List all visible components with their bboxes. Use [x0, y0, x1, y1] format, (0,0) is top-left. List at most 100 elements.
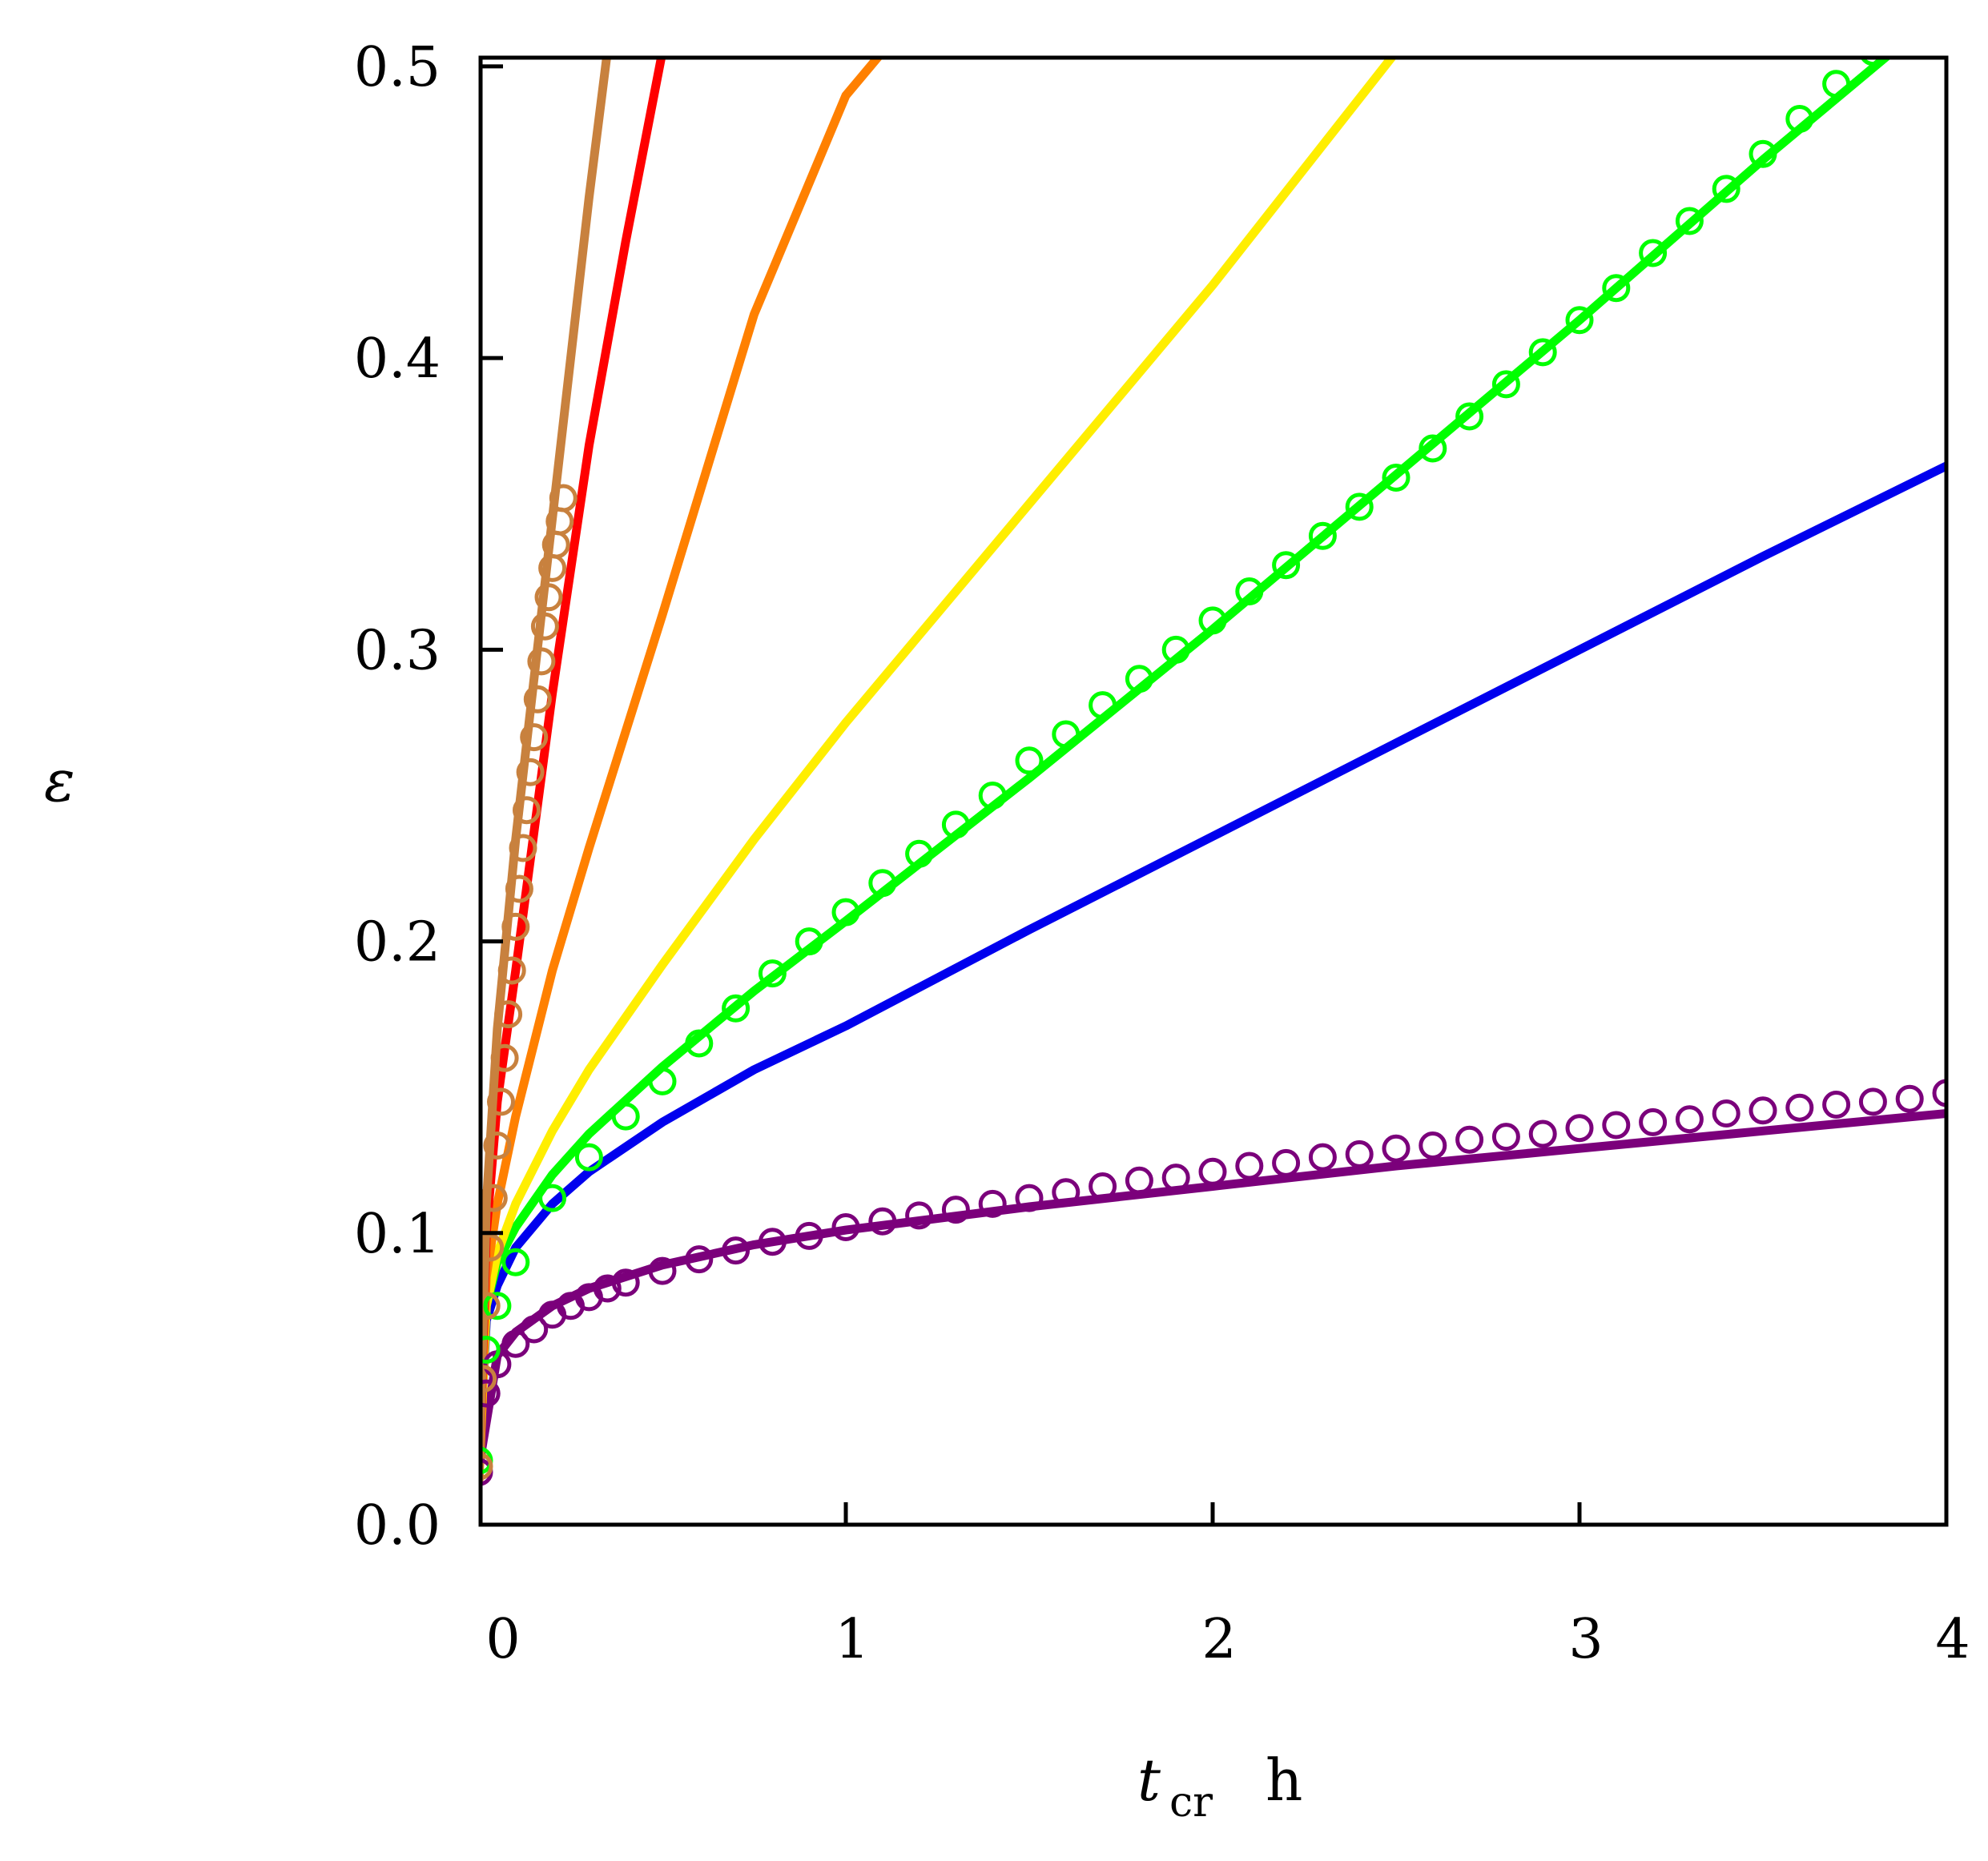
data-point — [1455, 402, 1484, 431]
data-point — [538, 1184, 567, 1212]
data-point — [549, 484, 577, 512]
data-point — [1528, 338, 1557, 367]
data-point — [1419, 1131, 1447, 1160]
data-point — [534, 583, 563, 612]
data-point — [1860, 58, 1886, 66]
data-point — [1565, 306, 1594, 335]
data-point — [520, 723, 549, 752]
data-point — [1235, 577, 1264, 605]
data-point — [1419, 434, 1447, 463]
data-point — [1052, 720, 1081, 749]
data-point — [1491, 1123, 1520, 1152]
data-point — [831, 898, 860, 926]
data-point — [481, 1379, 501, 1408]
data-point — [1675, 207, 1704, 235]
data-point — [523, 685, 552, 713]
data-point — [516, 758, 545, 786]
x-axis-label: t cr h — [1137, 1746, 1302, 1827]
data-point — [1491, 370, 1520, 399]
data-point — [481, 1233, 505, 1262]
data-point — [1528, 1119, 1557, 1148]
series-line-8 — [481, 58, 611, 1485]
data-point — [509, 834, 537, 862]
data-point — [941, 810, 970, 839]
data-point — [795, 1221, 823, 1250]
data-point — [1345, 1140, 1374, 1168]
data-point — [1015, 1184, 1044, 1212]
data-point — [648, 1256, 677, 1285]
data-point — [520, 1315, 549, 1344]
data-point — [481, 1365, 497, 1393]
data-point — [1272, 551, 1301, 580]
data-point — [490, 1043, 519, 1072]
data-point — [1308, 1143, 1337, 1172]
x-tick-label: 3 — [1568, 1608, 1603, 1671]
data-point — [1089, 691, 1117, 720]
data-point — [1749, 139, 1777, 168]
y-tick-label: 0.0 — [354, 1494, 441, 1558]
data-point — [758, 959, 787, 988]
data-point — [722, 1236, 751, 1265]
data-point — [1235, 1152, 1264, 1180]
x-axis-symbol: t — [1137, 1746, 1161, 1814]
data-point — [685, 1029, 714, 1058]
tick-layer: 0 1 2 3 4 0.0 0.1 0.2 0.3 0.4 0.5 — [354, 36, 1970, 1671]
data-point — [1602, 274, 1631, 303]
data-point — [1052, 1178, 1081, 1207]
data-point — [1272, 1148, 1301, 1177]
data-point — [1785, 1093, 1814, 1122]
data-point — [483, 1131, 512, 1160]
data-point — [574, 1143, 603, 1172]
data-point — [481, 1336, 501, 1364]
y-tick-label: 0.2 — [354, 911, 441, 975]
data-point — [1161, 1164, 1190, 1192]
data-point — [497, 956, 526, 985]
data-point — [1858, 1087, 1887, 1116]
y-tick-label: 0.3 — [354, 619, 441, 682]
data-point — [941, 1196, 970, 1224]
data-point — [868, 1207, 897, 1236]
data-point — [1382, 1134, 1411, 1163]
data-point — [1785, 105, 1814, 133]
y-tick-label: 0.1 — [354, 1203, 441, 1266]
data-point — [1382, 464, 1411, 492]
data-point — [905, 1201, 934, 1230]
x-tick-label: 4 — [1935, 1608, 1970, 1671]
series-line-6 — [481, 58, 883, 1485]
series-line-5 — [481, 58, 1398, 1485]
data-point — [1712, 175, 1741, 203]
data-point — [593, 1274, 622, 1303]
data-point — [1822, 1091, 1851, 1119]
data-point — [1125, 1166, 1153, 1195]
data-point — [1308, 521, 1337, 550]
data-point — [1161, 635, 1190, 664]
data-point — [501, 912, 530, 941]
data-point — [722, 994, 751, 1023]
data-point — [1897, 26, 1922, 50]
data-point — [1639, 1107, 1668, 1136]
data-point — [611, 1268, 640, 1297]
x-tick-label: 1 — [835, 1608, 869, 1671]
data-point — [1345, 492, 1374, 521]
data-point — [483, 1292, 512, 1320]
y-tick-label: 0.5 — [354, 36, 441, 99]
data-point — [513, 796, 541, 825]
series-line-3 — [481, 58, 1893, 1471]
data-point — [978, 1189, 1007, 1218]
data-point — [1602, 1111, 1631, 1140]
data-point — [1749, 1096, 1777, 1125]
data-point — [1015, 746, 1044, 775]
data-point — [1712, 1099, 1741, 1127]
data-point — [505, 874, 533, 903]
data-point — [501, 1329, 530, 1358]
series-line-0 — [481, 1109, 1946, 1471]
data-point — [530, 612, 559, 641]
x-tick-label: 0 — [485, 1608, 520, 1671]
data-point — [481, 1452, 493, 1481]
data-point — [1198, 606, 1227, 635]
data-point — [905, 839, 934, 868]
x-tick-label: 2 — [1201, 1608, 1236, 1671]
data-point — [1639, 239, 1668, 267]
data-point — [1198, 1157, 1227, 1186]
